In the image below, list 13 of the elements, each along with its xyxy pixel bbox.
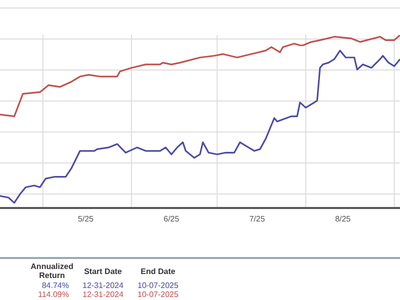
x-tick-label: 6/25 — [164, 214, 180, 224]
text: 114.09% — [37, 290, 69, 299]
x-tick-label: 8/25 — [335, 214, 352, 224]
x-tick-label: 7/25 — [249, 214, 266, 224]
text: Start Date — [83, 267, 123, 276]
text: 12-31-2024 — [82, 281, 124, 290]
x-tick-label: 5/25 — [78, 214, 94, 224]
text: End Date — [140, 267, 176, 276]
text: 84.74% — [40, 281, 69, 290]
text: 10-07-2025 — [136, 281, 180, 290]
text: Annualized Return — [30, 262, 74, 280]
text: 10-07-2025 — [136, 290, 180, 299]
text: 12-31-2024 — [82, 290, 124, 299]
